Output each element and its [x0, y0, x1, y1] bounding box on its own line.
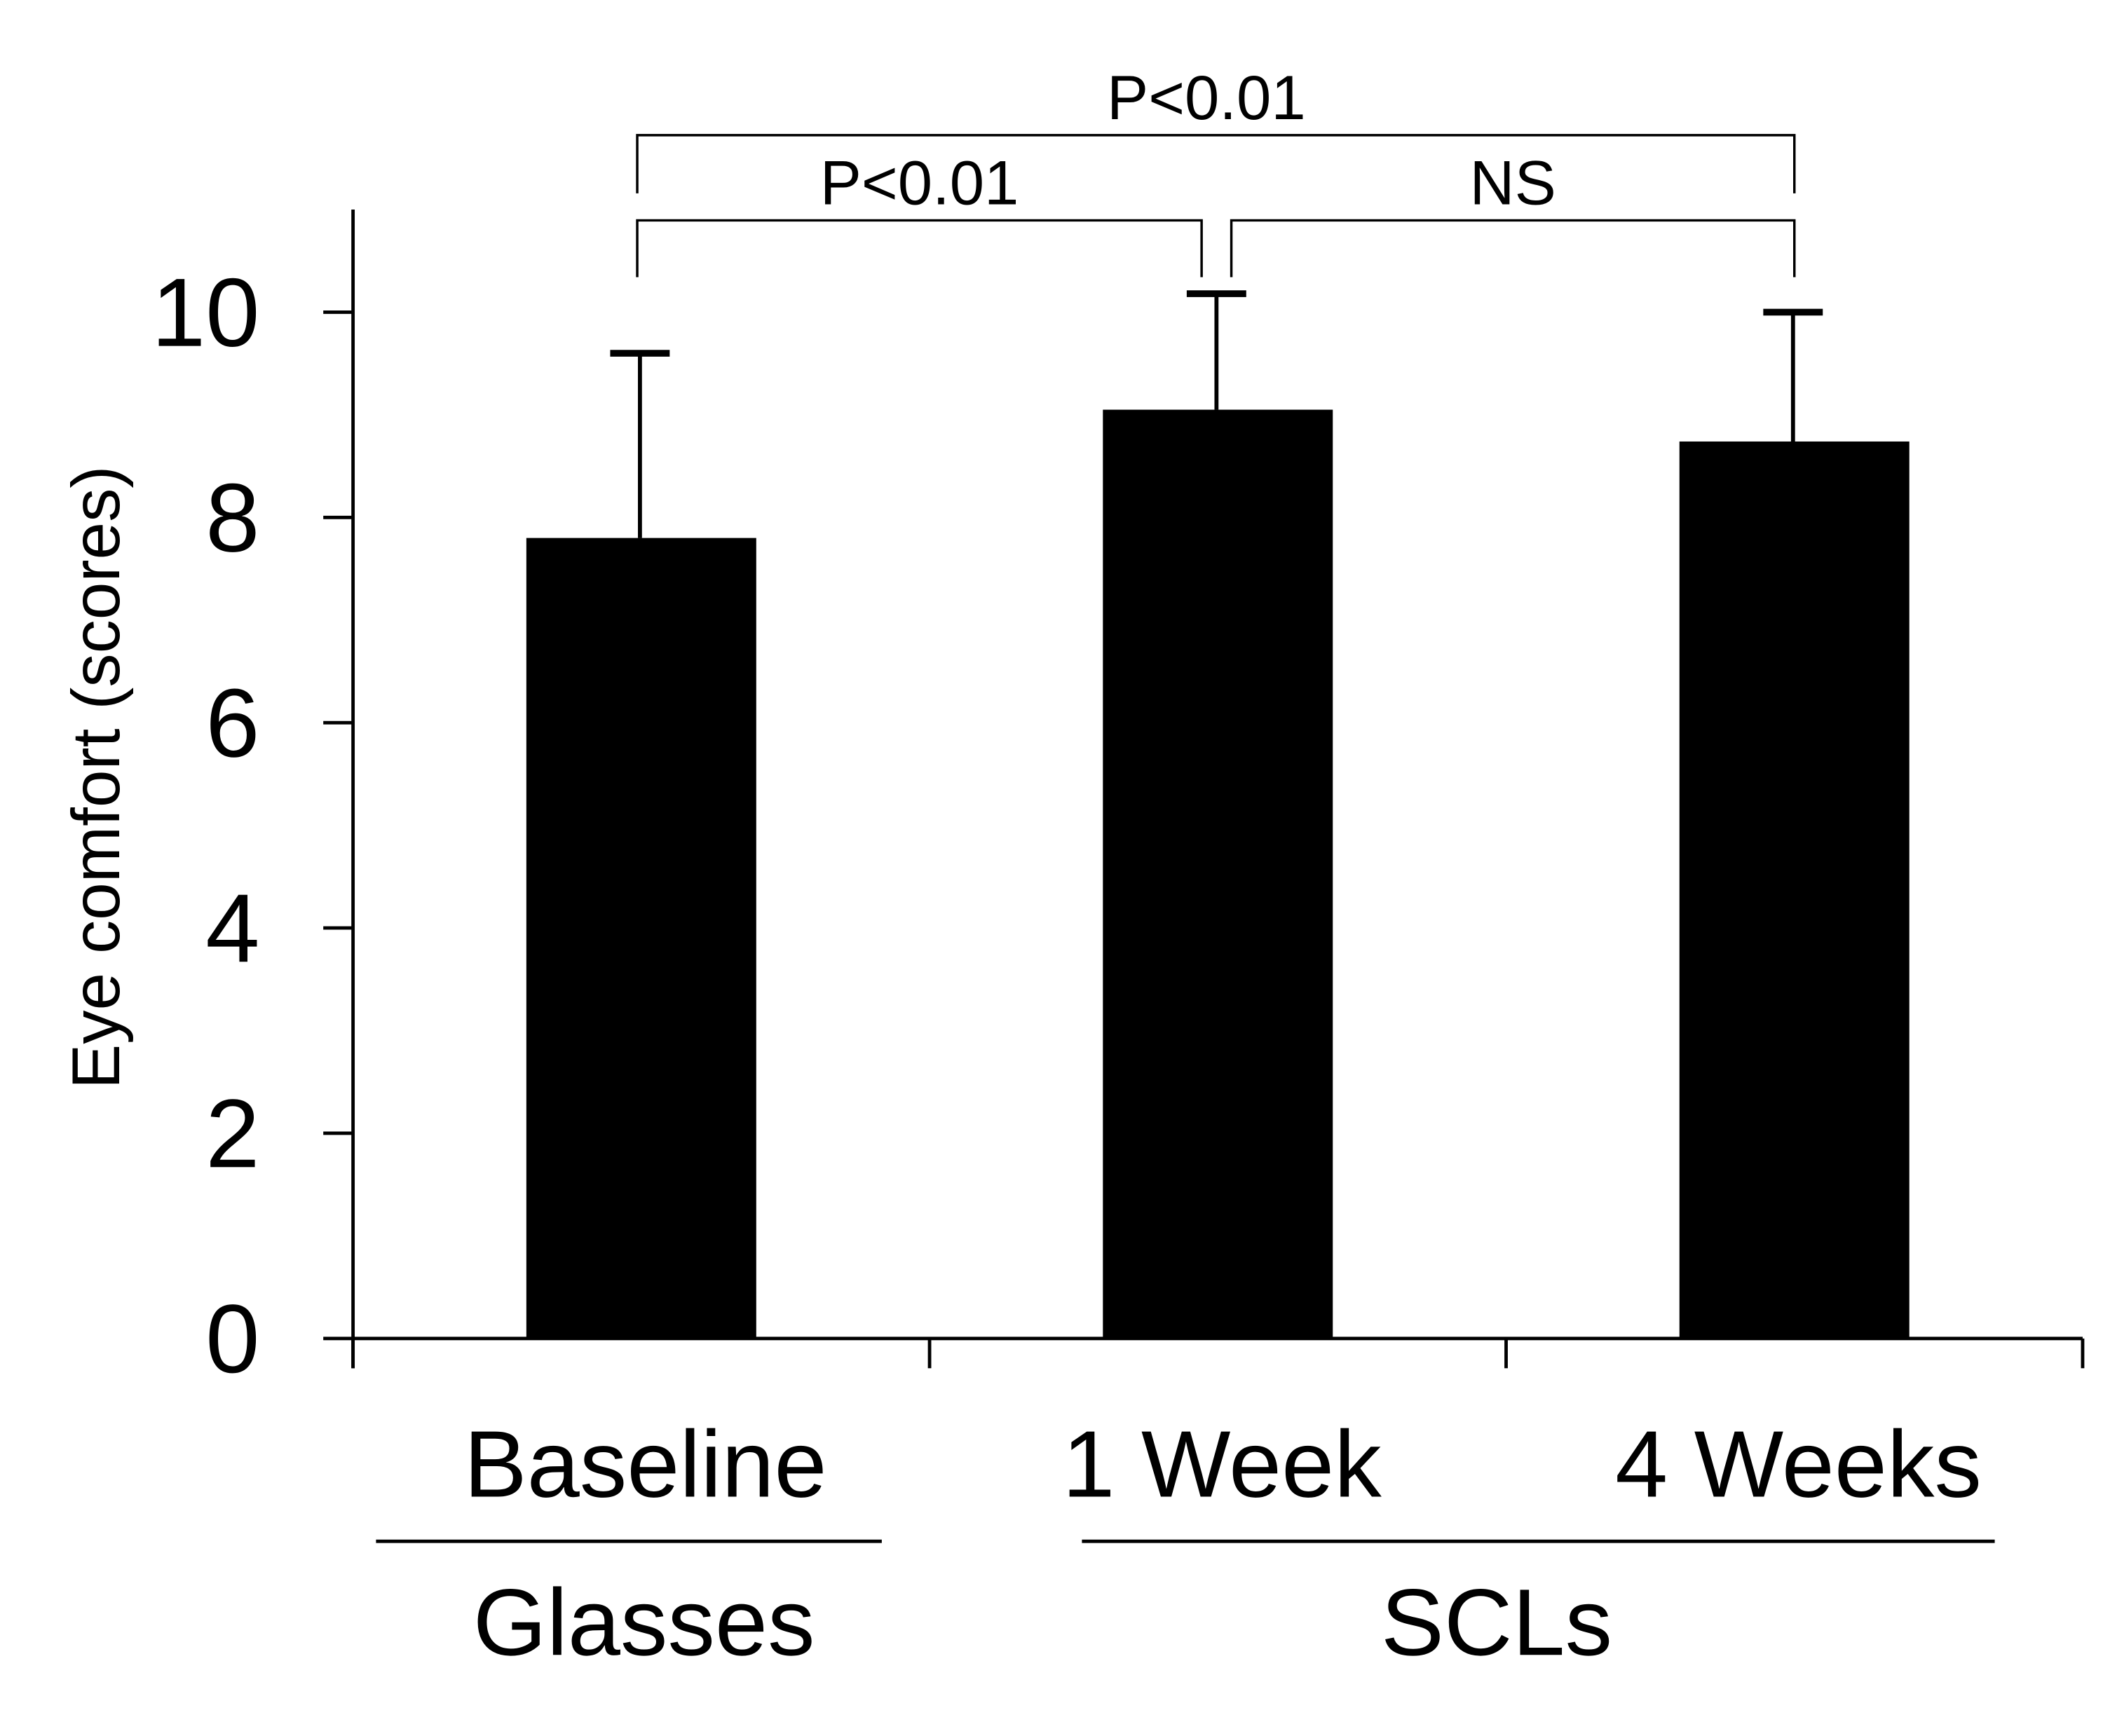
comparison-bracket	[636, 134, 1796, 193]
bar	[1103, 409, 1333, 1339]
y-axis-title: Eye comfort (scores)	[59, 465, 134, 1089]
group-label: SCLs	[1381, 1569, 1612, 1675]
y-tick-label: 0	[205, 1285, 259, 1393]
comparison-label: NS	[1470, 148, 1556, 217]
y-tick-label: 10	[151, 259, 259, 367]
comparison-bracket	[636, 219, 1203, 278]
y-tick-label: 4	[205, 874, 259, 983]
x-tick-label: 4 Weeks	[1615, 1412, 1982, 1517]
comparison-label: P<0.01	[1107, 63, 1306, 132]
group-label: Glasses	[473, 1569, 815, 1675]
y-tick-label: 2	[205, 1079, 259, 1188]
bar	[526, 538, 756, 1339]
y-tick-label: 8	[205, 464, 259, 573]
y-tick-label: 6	[205, 669, 259, 777]
x-tick-label: 1 Week	[1062, 1412, 1382, 1517]
comparison-label: P<0.01	[820, 148, 1019, 217]
bar	[1679, 441, 1910, 1339]
x-tick-label: Baseline	[464, 1412, 827, 1517]
comparison-bracket	[1230, 219, 1796, 278]
